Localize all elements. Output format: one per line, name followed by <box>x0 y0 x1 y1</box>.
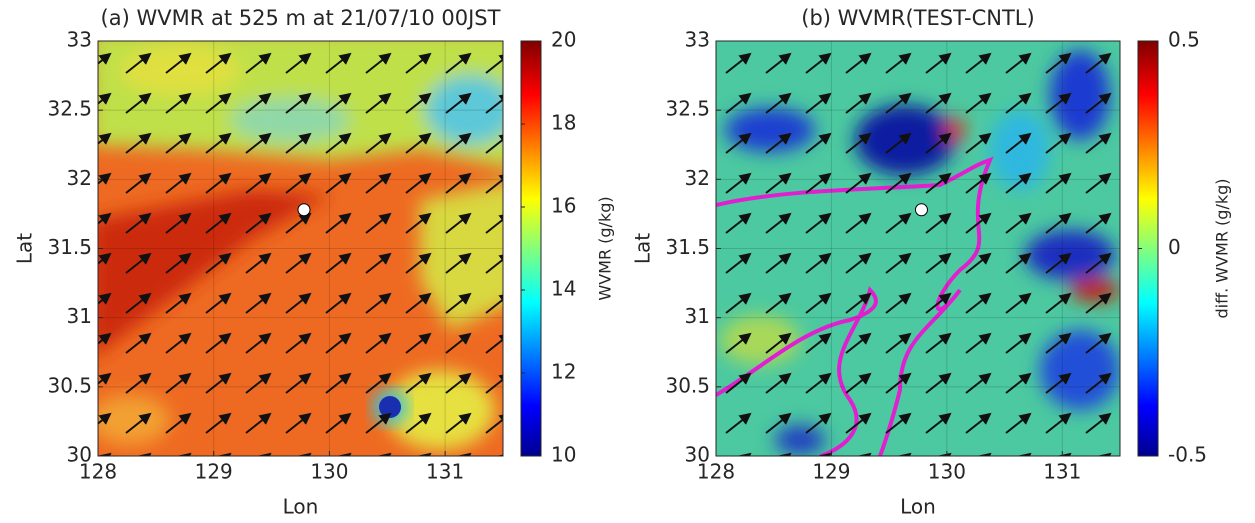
x-axis-label: Lon <box>900 495 936 519</box>
plot-frame <box>97 40 504 457</box>
y-tick-label: 32 <box>67 166 92 190</box>
y-tick-label: 30.5 <box>47 373 92 397</box>
y-tick-label: 33 <box>685 28 710 52</box>
colorbar-tick-label: 0 <box>1168 235 1181 259</box>
plot-frame <box>715 40 1121 457</box>
y-tick-label: 31.5 <box>665 235 710 259</box>
colorbar-label: WVMR (g/kg) <box>596 196 615 300</box>
colorbar-tick-label: 12 <box>551 360 576 384</box>
colorbar-tick-label: 18 <box>551 111 576 135</box>
colorbar-tick-label: 14 <box>551 277 576 301</box>
y-tick-label: 32 <box>685 166 710 190</box>
field-b <box>716 41 1120 456</box>
colorbar-tick-label: 10 <box>551 443 576 467</box>
y-tick-label: 31 <box>685 304 710 328</box>
y-tick-label: 30 <box>67 443 92 467</box>
site-marker <box>297 203 311 217</box>
colorbar-label: diff. WVMR (g/kg) <box>1213 178 1232 318</box>
x-tick-label: 128 <box>697 460 735 484</box>
x-tick-label: 131 <box>1043 460 1081 484</box>
y-tick-label: 30 <box>685 443 710 467</box>
x-tick-label: 131 <box>426 460 464 484</box>
x-tick-label: 128 <box>79 460 117 484</box>
site-marker <box>914 203 928 217</box>
y-axis-label: Lat <box>13 233 37 264</box>
y-tick-label: 32.5 <box>665 97 710 121</box>
x-tick-label: 130 <box>928 460 966 484</box>
x-tick-label: 130 <box>310 460 348 484</box>
colorbar-tick-label: 20 <box>551 28 576 52</box>
y-tick-label: 31 <box>67 304 92 328</box>
chart-title: (a) WVMR at 525 m at 21/07/10 00JST <box>101 6 501 30</box>
colorbar <box>520 40 542 457</box>
y-tick-label: 30.5 <box>665 373 710 397</box>
x-tick-label: 129 <box>195 460 233 484</box>
y-tick-label: 31.5 <box>47 235 92 259</box>
colorbar-tick-label: 0.5 <box>1168 28 1200 52</box>
chart-title: (b) WVMR(TEST-CNTL) <box>801 6 1034 30</box>
y-tick-label: 32.5 <box>47 97 92 121</box>
colorbar-tick-label: -0.5 <box>1168 443 1207 467</box>
colorbar-tick-label: 16 <box>551 194 576 218</box>
x-tick-label: 129 <box>812 460 850 484</box>
y-tick-label: 33 <box>67 28 92 52</box>
x-axis-label: Lon <box>283 495 319 519</box>
field-a <box>98 41 503 456</box>
y-axis-label: Lat <box>631 233 655 264</box>
